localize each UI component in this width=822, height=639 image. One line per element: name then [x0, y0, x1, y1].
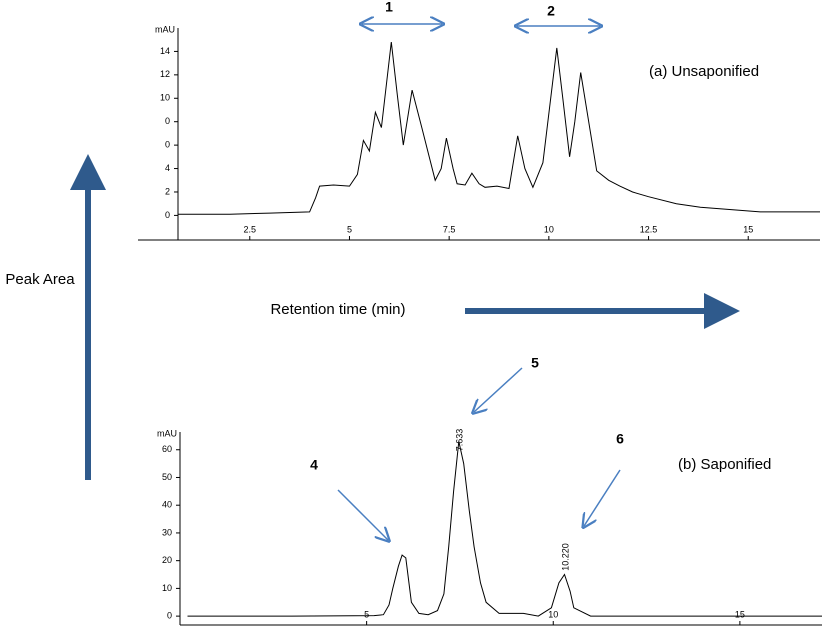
- y-axis-label: Peak Area: [5, 271, 75, 288]
- y-tick-label: 20: [162, 555, 172, 565]
- peak-group-label: 1: [385, 0, 393, 15]
- trace: [178, 42, 820, 215]
- y-tick-label: 50: [162, 472, 172, 482]
- x-tick-label: 12.5: [640, 224, 658, 234]
- peak-label: 6: [616, 431, 624, 447]
- y-tick-label: 0: [165, 210, 170, 220]
- pointer-arrow: [337, 489, 388, 540]
- y-tick-label: 10: [162, 583, 172, 593]
- x-axis-label: Retention time (min): [270, 301, 405, 318]
- x-tick-label: 5: [347, 224, 352, 234]
- x-tick-label: 10: [548, 609, 558, 619]
- y-tick-label: 0: [165, 116, 170, 126]
- y-tick-label: 30: [162, 527, 172, 537]
- y-tick-label: 4: [165, 163, 170, 173]
- x-tick-label: 15: [735, 609, 745, 619]
- x-tick-label: 2.5: [244, 224, 257, 234]
- pointer-arrow: [474, 367, 523, 412]
- pointer-arrow: [584, 469, 621, 526]
- x-tick-label: 10: [544, 224, 554, 234]
- y-tick-label: 0: [165, 140, 170, 150]
- x-tick-label: 5: [364, 609, 369, 619]
- y-tick-label: 14: [160, 46, 170, 56]
- peak-label: 5: [531, 355, 539, 371]
- chart-label: (b) Saponified: [678, 456, 771, 473]
- y-tick-label: 0: [167, 611, 172, 621]
- unit-label: mAU: [157, 428, 177, 438]
- y-tick-label: 60: [162, 444, 172, 454]
- y-tick-label: 2: [165, 186, 170, 196]
- retention-time-label: 10.220: [560, 543, 570, 571]
- retention-time-label: 7.633: [454, 429, 464, 452]
- chart-label: (a) Unsaponified: [649, 63, 759, 80]
- y-tick-label: 12: [160, 69, 170, 79]
- peak-group-label: 2: [547, 3, 555, 19]
- peak-label: 4: [310, 457, 318, 473]
- y-tick-label: 40: [162, 500, 172, 510]
- unit-label: mAU: [155, 24, 175, 34]
- x-tick-label: 7.5: [443, 224, 456, 234]
- trace: [187, 441, 822, 617]
- y-tick-label: 10: [160, 93, 170, 103]
- x-tick-label: 15: [743, 224, 753, 234]
